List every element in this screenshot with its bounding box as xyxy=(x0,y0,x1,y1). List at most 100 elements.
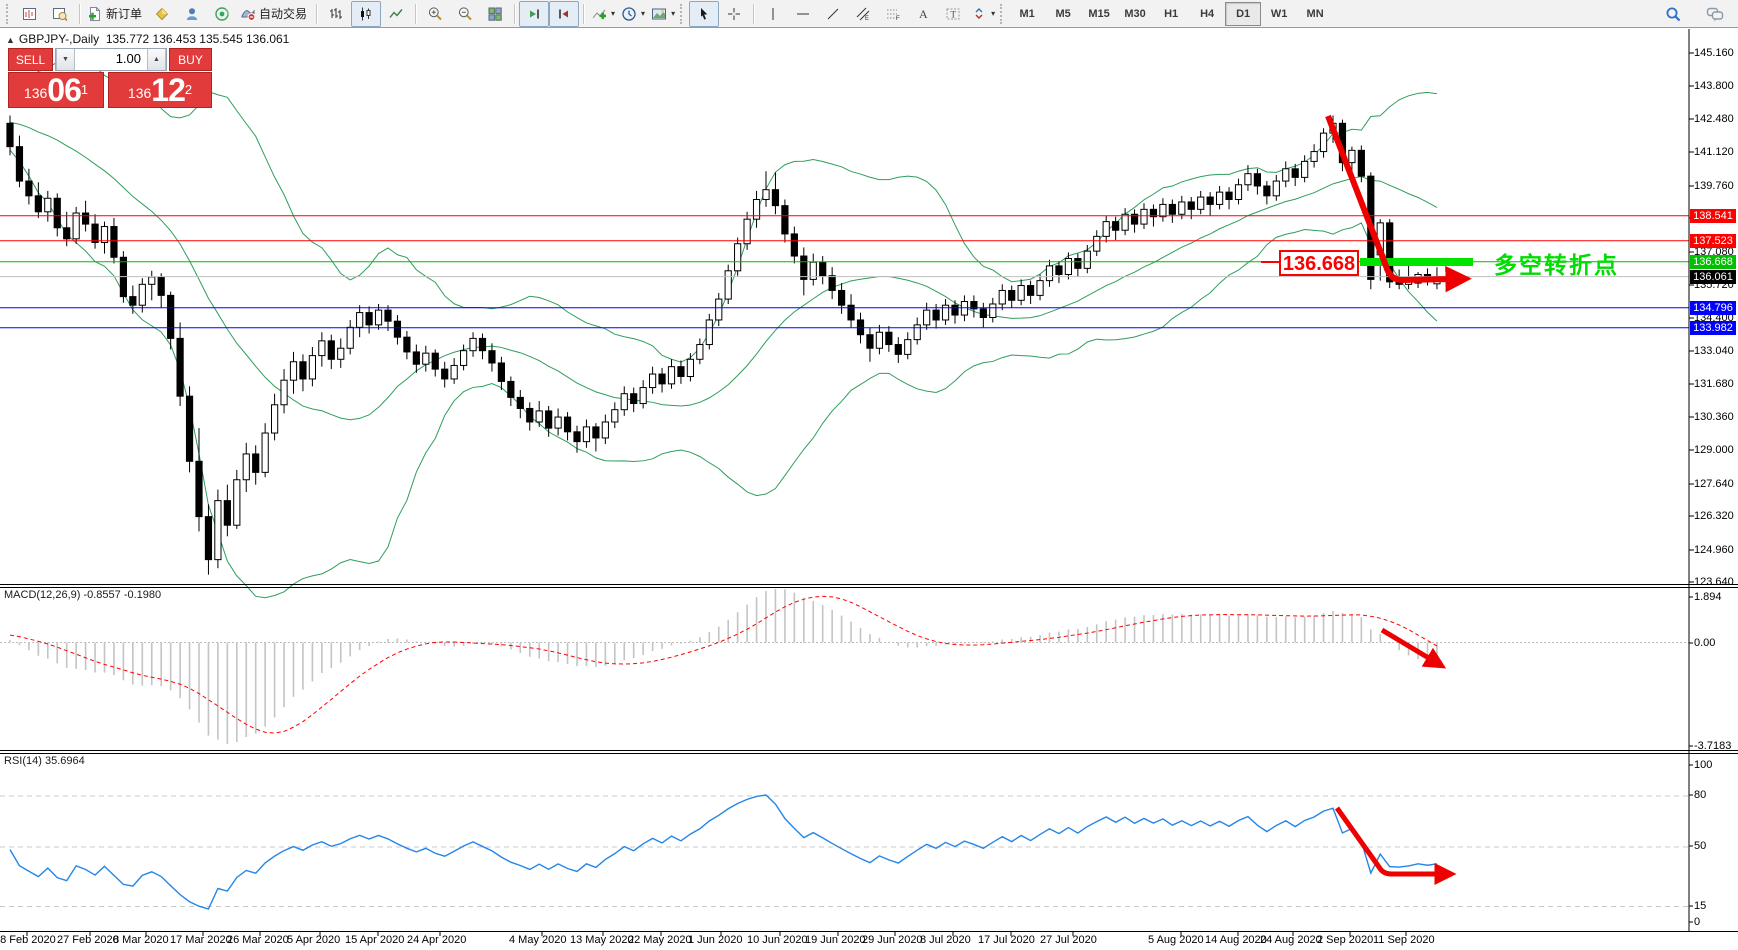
volume-decrease-button[interactable]: ▼ xyxy=(56,49,75,70)
date-axis-label: 17 Jul 2020 xyxy=(978,934,1035,946)
buy-price-prefix: 136 xyxy=(127,85,152,101)
equidistant-channel-icon[interactable]: E xyxy=(848,1,878,27)
date-axis-label: 22 May 2020 xyxy=(628,934,692,946)
chart-shift-icon[interactable] xyxy=(549,0,580,27)
chat-icon[interactable] xyxy=(1700,1,1730,27)
price-tag-134.796: 134.796 xyxy=(1690,300,1736,315)
toolbar-separator xyxy=(753,3,755,24)
timeframe-button-H1[interactable]: H1 xyxy=(1164,7,1179,20)
trendline-icon[interactable] xyxy=(818,1,848,27)
candlestick-chart-icon[interactable] xyxy=(351,0,382,27)
chevron-down-icon: ▾ xyxy=(611,9,616,18)
timeframe-button-M30[interactable]: M30 xyxy=(1124,7,1146,20)
sell-price-box[interactable]: 136 06 1 xyxy=(8,72,104,108)
macd-axis-tick: 1.894 xyxy=(1694,591,1722,603)
zoom-in-icon[interactable] xyxy=(420,1,450,27)
bollinger-bands xyxy=(9,56,1438,599)
text-label-icon[interactable]: T xyxy=(938,1,968,27)
volume-input[interactable]: 1.00 xyxy=(115,51,141,66)
bar-chart-icon[interactable] xyxy=(321,1,351,27)
templates-icon[interactable]: ▾ xyxy=(648,1,678,27)
terminal-icon[interactable] xyxy=(207,1,237,27)
date-axis-label: 4 May 2020 xyxy=(509,934,567,946)
toolbar: 新订单 自动交易 xyxy=(0,0,1738,28)
timeframe-button-D1[interactable]: D1 xyxy=(1225,1,1262,26)
timeframe-button-W1[interactable]: W1 xyxy=(1270,7,1288,20)
search-icon[interactable] xyxy=(1658,1,1688,27)
crosshair-icon[interactable] xyxy=(719,1,749,27)
panel-borders xyxy=(0,29,1738,932)
date-axis-label: 5 Aug 2020 xyxy=(1148,934,1204,946)
price-tag-137.523: 137.523 xyxy=(1690,233,1736,248)
price-axis-tick: 142.480 xyxy=(1694,113,1734,125)
auto-scroll-icon[interactable] xyxy=(519,0,550,27)
date-axis-label: 8 Mar 2020 xyxy=(113,934,169,946)
date-axis-label: 24 Aug 2020 xyxy=(1260,934,1322,946)
horizontal-line-icon[interactable] xyxy=(788,1,818,27)
macd-panel-area[interactable] xyxy=(0,587,1689,750)
price-axis-tick: 133.040 xyxy=(1694,345,1734,357)
rsi-axis-tick: 80 xyxy=(1694,789,1707,801)
timeframe-button-MN[interactable]: MN xyxy=(1306,7,1324,20)
fibonacci-icon[interactable]: F xyxy=(878,1,908,27)
buy-price-box[interactable]: 136 12 2 xyxy=(108,72,212,108)
profiles-icon[interactable] xyxy=(45,1,75,27)
main-chart-area[interactable] xyxy=(0,29,1689,584)
macd-axis-tick: -3.7183 xyxy=(1694,740,1732,752)
shapes-icon[interactable]: ▾ xyxy=(968,1,998,27)
price-axis-tick: 145.160 xyxy=(1694,47,1734,59)
new-order-button[interactable]: 新订单 xyxy=(84,1,147,27)
market-watch-icon[interactable] xyxy=(147,1,177,27)
periods-icon[interactable]: ▾ xyxy=(618,1,648,27)
timeframe-button-M15[interactable]: M15 xyxy=(1088,7,1110,20)
sell-button[interactable]: SELL xyxy=(8,48,53,71)
price-axis-tick: 127.640 xyxy=(1694,478,1734,490)
svg-text:A: A xyxy=(919,7,928,21)
timeframe-button-M1[interactable]: M1 xyxy=(1019,7,1035,20)
toolbar-separator xyxy=(79,3,80,24)
buy-price-pip: 2 xyxy=(184,82,193,97)
line-chart-icon[interactable] xyxy=(381,1,411,27)
collapse-triangle-icon[interactable]: ▲ xyxy=(6,35,15,45)
text-icon[interactable]: A xyxy=(908,1,938,27)
navigator-icon[interactable] xyxy=(177,1,207,27)
buy-button[interactable]: BUY xyxy=(169,48,212,71)
autotrading-button[interactable]: 自动交易 xyxy=(237,1,312,27)
date-axis-label: 8 Jul 2020 xyxy=(920,934,971,946)
rsi-panel-area[interactable] xyxy=(0,753,1689,931)
vertical-line-icon[interactable] xyxy=(758,1,788,27)
zoom-out-icon[interactable] xyxy=(450,1,480,27)
green-support-bar[interactable] xyxy=(1360,258,1473,266)
sell-price-prefix: 136 xyxy=(23,85,48,101)
date-axis-label: 1 Jun 2020 xyxy=(688,934,743,946)
indicators-icon[interactable]: ▾ xyxy=(588,1,618,27)
price-tag-138.541: 138.541 xyxy=(1690,208,1736,223)
horizontal-level-lines[interactable] xyxy=(0,215,1689,329)
new-chart-icon[interactable] xyxy=(15,1,45,27)
cursor-icon[interactable] xyxy=(689,0,720,27)
date-axis-label: 27 Feb 2020 xyxy=(57,934,119,946)
timeframe-button-H4[interactable]: H4 xyxy=(1200,7,1215,20)
volume-increase-button[interactable]: ▲ xyxy=(147,49,166,70)
annotation-arrows[interactable] xyxy=(1325,114,1472,886)
tile-windows-icon[interactable] xyxy=(480,1,510,27)
date-axis-label: 29 Jun 2020 xyxy=(862,934,923,946)
timeframe-button-M5[interactable]: M5 xyxy=(1055,7,1071,20)
rsi-indicator-label: RSI(14) 35.6964 xyxy=(4,755,85,767)
price-flag-label[interactable]: 136.668 xyxy=(1279,250,1359,276)
date-axis-label: 15 Apr 2020 xyxy=(345,934,405,946)
candlesticks xyxy=(6,115,1441,575)
rsi-axis-tick: 50 xyxy=(1694,840,1707,852)
new-order-label: 新订单 xyxy=(106,7,143,21)
axis-tick-marks xyxy=(26,52,1694,936)
chart-ohlc-quote: 135.772 136.453 135.545 136.061 xyxy=(105,32,290,46)
date-axis-label: 27 Jul 2020 xyxy=(1040,934,1097,946)
price-axis-tick: 123.640 xyxy=(1694,576,1734,588)
price-axis-tick: 139.760 xyxy=(1694,180,1734,192)
rsi-axis-tick: 15 xyxy=(1694,900,1707,912)
date-axis-label: 17 Mar 2020 xyxy=(170,934,232,946)
annotation-note-text[interactable]: 多空转折点 xyxy=(1494,252,1619,278)
date-axis-label: 14 Aug 2020 xyxy=(1205,934,1267,946)
date-axis-label: 11 Sep 2020 xyxy=(1373,934,1435,946)
